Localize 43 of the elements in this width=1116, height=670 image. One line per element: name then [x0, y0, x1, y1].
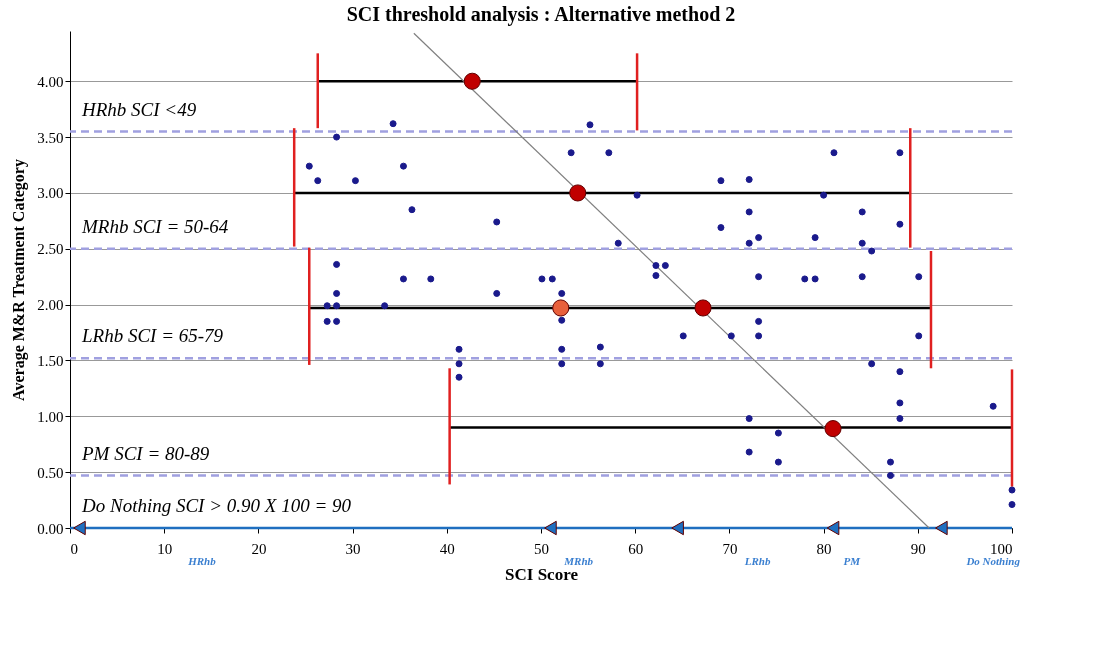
point	[569, 184, 587, 202]
x-tick-label: 20	[251, 540, 267, 557]
chart-title: SCI threshold analysis : Alternative method 2	[346, 3, 736, 26]
y-tick-label: 1.50	[37, 352, 64, 369]
y-tick-label: 2.50	[37, 241, 64, 258]
annotation: HRhb	[187, 555, 217, 567]
annotation: PM	[843, 555, 862, 567]
annotation: MRhb SCI = 50-64	[81, 215, 229, 237]
annotation: HRhb SCI <49	[81, 98, 197, 120]
y-tick-label: 4.00	[37, 73, 64, 90]
annotation: MRhb	[563, 555, 594, 567]
y-tick-label: 0.00	[37, 520, 64, 537]
point	[463, 72, 481, 90]
y-tick-label: 1.00	[37, 408, 64, 425]
point	[694, 299, 712, 317]
x-tick-label: 0	[70, 540, 78, 557]
y-tick-label: 3.50	[37, 129, 64, 146]
x-tick-label: 40	[439, 540, 455, 557]
point	[73, 520, 86, 536]
x-tick-label: 30	[345, 540, 361, 557]
x-tick-label: 90	[910, 540, 926, 557]
y-tick-label: 2.00	[37, 297, 64, 314]
x-tick-label: 10	[157, 540, 173, 557]
point	[826, 520, 840, 536]
annotation: Do Nothing SCI > 0.90 X 100 = 90	[81, 495, 352, 516]
annotation: Do Nothing	[965, 555, 1021, 567]
point	[671, 520, 684, 536]
point	[824, 420, 842, 438]
y-tick-label: 0.50	[37, 464, 64, 481]
y-axis-title: Average M&R Treatment Category	[10, 159, 29, 401]
annotation: PM SCI = 80-89	[81, 442, 210, 464]
x-axis-title: SCI Score	[505, 564, 579, 584]
point	[552, 299, 570, 317]
annotation: LRhb	[743, 555, 771, 567]
x-tick-label: 100	[990, 540, 1013, 557]
y-tick-label: 3.00	[37, 185, 64, 202]
point	[935, 520, 948, 536]
annotation: LRhb SCI = 65-79	[81, 325, 224, 347]
x-tick-label: 50	[534, 540, 549, 557]
point	[544, 520, 557, 536]
x-tick-label: 60	[628, 540, 644, 557]
x-tick-label: 70	[722, 540, 738, 557]
x-tick-label: 80	[816, 540, 832, 557]
